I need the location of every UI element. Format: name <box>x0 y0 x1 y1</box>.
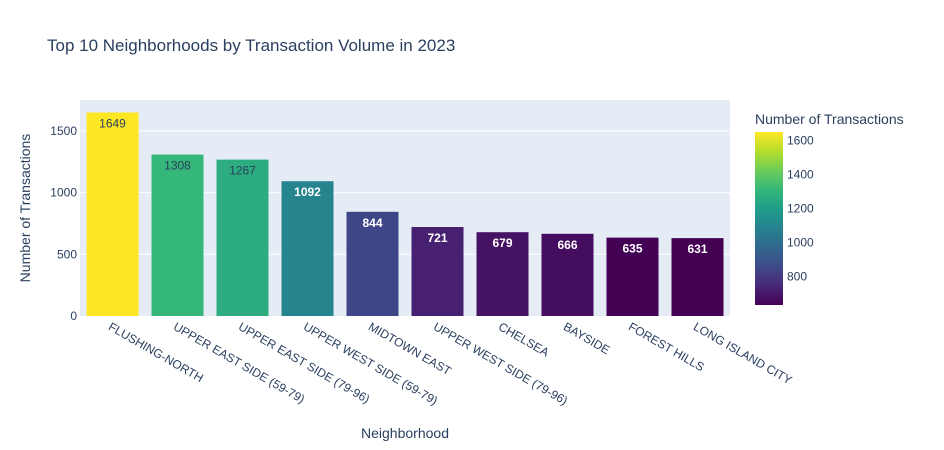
x-tick-label: LONG ISLAND CITY <box>691 319 794 387</box>
y-tick-label: 1000 <box>50 186 77 200</box>
bar-value-label: 1649 <box>99 116 126 130</box>
bar-9 <box>671 238 724 316</box>
bar-value-label: 1267 <box>229 164 256 178</box>
bar-6 <box>476 232 529 316</box>
x-axis-title: Neighborhood <box>361 425 449 441</box>
bar-value-label: 721 <box>427 231 447 245</box>
x-tick-label: CHELSEA <box>496 319 552 359</box>
y-tick-label: 1500 <box>50 124 77 138</box>
bar-4 <box>346 211 399 316</box>
bar-2 <box>216 159 269 316</box>
colorbar-gradient <box>755 132 783 305</box>
bar-value-label: 844 <box>362 216 382 230</box>
bars-group: 1649 1308 1267 1092 844 721 679 666 635 631 <box>86 112 724 317</box>
y-tick-label: 500 <box>57 247 77 261</box>
bar-value-label: 631 <box>687 242 707 256</box>
colorbar-tick-label: 1000 <box>787 235 814 249</box>
y-tick-labels: 0 500 1000 1500 <box>50 124 77 323</box>
colorbar: Number of Transactions 800 1000 1200 1400 16… <box>755 111 904 305</box>
bar-value-label: 679 <box>492 236 512 250</box>
bar-3 <box>281 181 334 316</box>
bar-0 <box>86 112 139 317</box>
y-tick-label: 0 <box>70 309 77 323</box>
x-tick-label: BAYSIDE <box>561 319 612 357</box>
bar-value-label: 1308 <box>164 159 191 173</box>
bar-value-label: 635 <box>622 242 642 256</box>
bar-5 <box>411 227 464 316</box>
bar-value-label: 666 <box>557 238 577 252</box>
colorbar-tick-label: 1400 <box>787 167 814 181</box>
colorbar-tick-label: 800 <box>787 269 807 283</box>
bar-7 <box>541 233 594 316</box>
colorbar-tick-label: 1600 <box>787 133 814 147</box>
colorbar-tick-label: 1200 <box>787 201 814 215</box>
bar-value-label: 1092 <box>294 185 321 199</box>
y-axis-title: Number of Transactions <box>17 134 33 283</box>
bar-8 <box>606 237 659 316</box>
bar-1 <box>151 154 204 316</box>
chart-title: Top 10 Neighborhoods by Transaction Volu… <box>47 36 455 55</box>
colorbar-title: Number of Transactions <box>755 111 904 127</box>
